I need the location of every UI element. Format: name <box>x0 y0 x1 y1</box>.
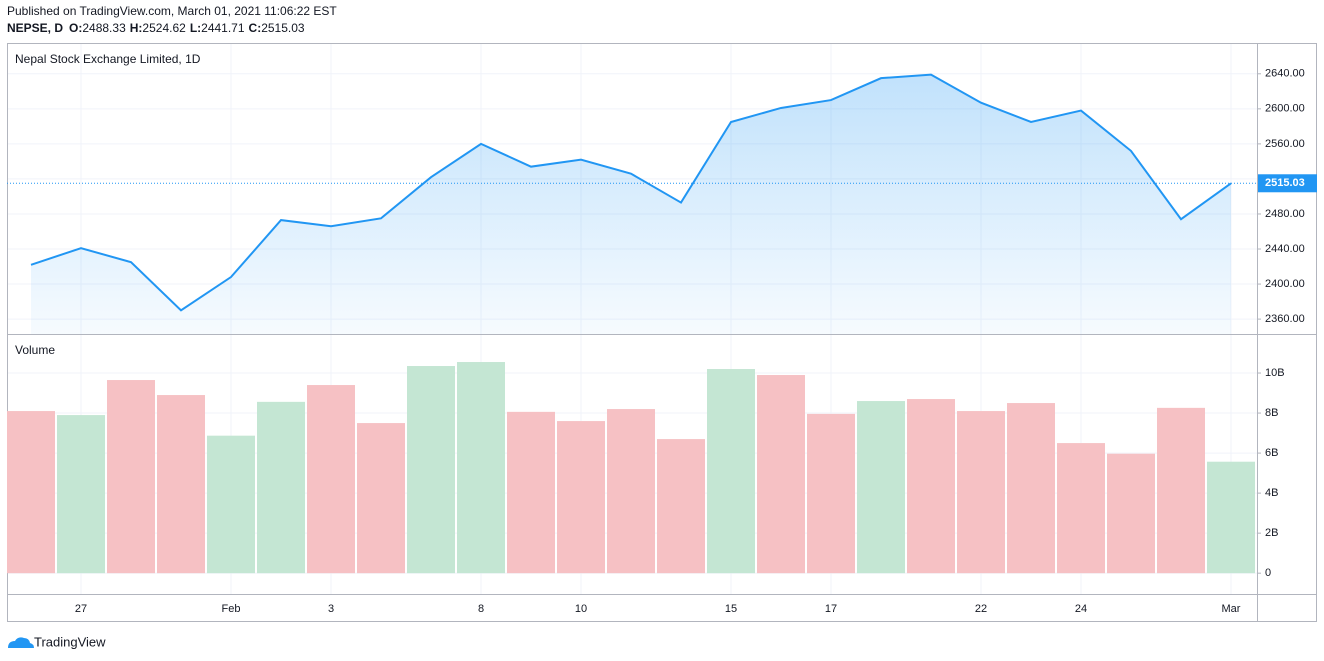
logo <box>8 637 34 648</box>
brand: TradingView <box>34 634 106 649</box>
volume-bar <box>407 366 455 574</box>
y-tick-label: 8B <box>1265 407 1278 419</box>
volume-bar <box>707 369 755 574</box>
x-tick-label: 10 <box>575 603 587 615</box>
volume-bar <box>1207 461 1255 574</box>
last-price-label: 2515.03 <box>1265 177 1305 189</box>
symbol-line: NEPSE, D O:2488.33 H:2524.62 L:2441.71 C:251… <box>7 21 305 35</box>
volume-bar <box>257 401 305 574</box>
volume-bar <box>857 401 905 574</box>
volume-bar <box>557 421 605 574</box>
volume-bar <box>907 399 955 574</box>
volume-bar <box>807 413 855 574</box>
line <box>30 73 1232 312</box>
x-tick-label: 27 <box>75 603 87 615</box>
y-tick-label: 2440.00 <box>1265 243 1305 255</box>
published: Published on TradingView.com, March 01, … <box>7 4 337 18</box>
volume-bar <box>1007 403 1055 574</box>
volume-bar <box>357 423 405 574</box>
x-tick-label: 15 <box>725 603 737 615</box>
y-tick-label: 2B <box>1265 527 1278 539</box>
ohlc-label: L: <box>190 21 201 35</box>
y-tick-label: 2400.00 <box>1265 278 1305 290</box>
volume-bar <box>207 435 255 574</box>
ohlc-label: C: <box>249 21 262 35</box>
area <box>31 74 1231 335</box>
frame <box>7 43 1317 622</box>
y-tick-label: 0 <box>1265 567 1271 579</box>
volume-bar <box>1107 453 1155 574</box>
volume-bar <box>607 409 655 574</box>
ohlc-value: 2524.62 <box>142 21 186 35</box>
volume-bar <box>957 411 1005 574</box>
y-tick-label: 6B <box>1265 447 1278 459</box>
y-tick-label: 2480.00 <box>1265 208 1305 220</box>
x-tick-label: 22 <box>975 603 987 615</box>
ohlc-label: O: <box>69 21 82 35</box>
ohlc-value: 2515.03 <box>261 21 305 35</box>
pane-title: Nepal Stock Exchange Limited, 1D <box>15 52 201 66</box>
volume-bar <box>507 411 555 574</box>
volume-bar <box>57 415 105 574</box>
x-tick-label: 24 <box>1075 603 1087 615</box>
symbol: NEPSE, D <box>7 21 63 35</box>
y-tick-label: 2560.00 <box>1265 138 1305 150</box>
volume-bar <box>1057 443 1105 574</box>
x-tick-label: Mar <box>1222 603 1241 615</box>
volume-bar <box>757 375 805 574</box>
y-tick-label: 4B <box>1265 487 1278 499</box>
y-tick-label: 2600.00 <box>1265 103 1305 115</box>
volume-bar <box>157 395 205 574</box>
ohlc-value: 2441.71 <box>201 21 245 35</box>
volume-bar <box>657 439 705 574</box>
y-tick-label: 2640.00 <box>1265 68 1305 80</box>
ohlc-value: 2488.33 <box>82 21 126 35</box>
volume-bar <box>457 362 505 574</box>
x-tick-label: 3 <box>328 603 334 615</box>
y-tick-label: 10B <box>1265 367 1285 379</box>
y-tick-label: 2360.00 <box>1265 313 1305 325</box>
volume-bar <box>307 385 355 574</box>
last-price-box <box>1258 174 1317 193</box>
x-tick-label: 8 <box>478 603 484 615</box>
volume-bar <box>1157 407 1205 574</box>
x-tick-label: 17 <box>825 603 837 615</box>
pane-title: Volume <box>15 343 55 357</box>
ohlc-label: H: <box>130 21 143 35</box>
x-tick-label: Feb <box>222 603 241 615</box>
volume-bar <box>107 380 155 574</box>
volume-bar <box>7 411 55 574</box>
